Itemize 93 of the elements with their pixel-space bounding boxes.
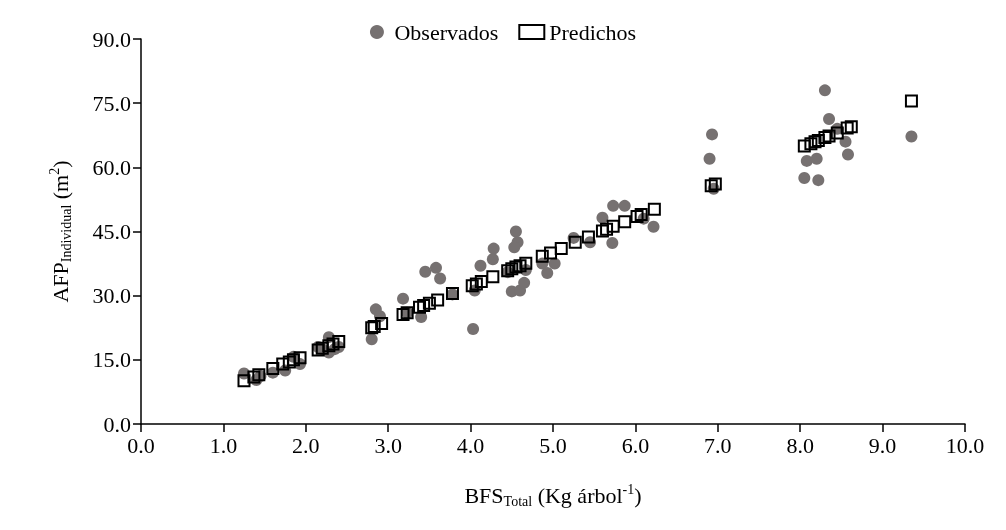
x-tick-label: 2.0	[292, 432, 320, 458]
point	[505, 262, 519, 276]
x-tick-label: 8.0	[786, 432, 814, 458]
point	[332, 334, 346, 348]
point	[397, 292, 410, 305]
point	[818, 130, 832, 144]
point	[800, 154, 813, 167]
point	[703, 152, 716, 165]
x-tick-label: 4.0	[456, 432, 485, 458]
legend-label: Predichos	[549, 19, 637, 45]
point	[486, 253, 499, 266]
point	[647, 202, 661, 216]
y-tick-label: 15.0	[92, 347, 131, 373]
x-tick-label: 10.0	[945, 432, 985, 458]
point	[554, 242, 568, 256]
y-tick-label: 30.0	[92, 283, 131, 309]
point	[618, 199, 631, 212]
point	[844, 120, 858, 134]
y-tick-label: 45.0	[92, 219, 131, 244]
y-tick-label: 60.0	[92, 154, 131, 180]
point	[417, 299, 431, 313]
point	[798, 172, 811, 185]
point	[413, 300, 427, 314]
x-tick-label: 5.0	[539, 432, 567, 458]
point	[311, 343, 325, 357]
point	[465, 279, 479, 293]
point	[434, 272, 447, 285]
x-tick-label: 9.0	[868, 432, 897, 458]
point	[286, 353, 300, 367]
point	[812, 174, 825, 187]
point	[840, 121, 854, 135]
point	[365, 333, 378, 346]
point	[600, 222, 614, 236]
point	[823, 113, 836, 125]
point	[430, 261, 442, 274]
point	[607, 199, 620, 212]
x-tick-label: 6.0	[621, 432, 650, 458]
point	[568, 235, 582, 249]
point	[237, 374, 251, 388]
point	[606, 219, 620, 233]
point	[375, 316, 389, 330]
point	[810, 152, 823, 165]
point	[630, 210, 644, 224]
point	[419, 265, 432, 278]
point	[474, 259, 487, 272]
point	[606, 237, 619, 250]
point	[467, 323, 480, 336]
y-tick-label: 75.0	[92, 90, 131, 116]
point	[818, 84, 831, 97]
point	[830, 126, 844, 140]
point	[595, 224, 609, 238]
point	[486, 270, 500, 284]
point	[266, 361, 280, 375]
point	[544, 246, 558, 260]
point	[509, 260, 523, 274]
point	[422, 296, 436, 310]
point	[535, 249, 549, 263]
point	[581, 230, 595, 244]
point	[634, 207, 648, 221]
point	[293, 351, 307, 365]
point	[513, 259, 527, 273]
point	[541, 267, 554, 279]
point	[276, 357, 290, 371]
point	[282, 355, 296, 369]
point	[804, 137, 818, 151]
legend-label: Observados	[394, 19, 499, 45]
point	[487, 242, 500, 255]
point	[708, 177, 722, 191]
x-tick-label: 1.0	[209, 432, 238, 458]
point	[509, 225, 522, 238]
point	[905, 130, 918, 143]
x-tick-label: 7.0	[704, 432, 732, 458]
x-tick-label: 3.0	[374, 432, 402, 458]
point	[474, 275, 488, 289]
point	[706, 128, 719, 141]
point	[822, 129, 836, 143]
y-tick-label: 90.0	[92, 26, 131, 52]
point	[596, 211, 609, 224]
point	[518, 276, 531, 289]
point	[647, 220, 660, 233]
y-axis-title: AFPIndividual (m2)	[46, 160, 74, 303]
point	[396, 307, 410, 321]
point	[322, 339, 336, 353]
point	[508, 241, 521, 254]
point	[797, 139, 811, 153]
point	[842, 148, 854, 161]
point	[326, 337, 340, 351]
point	[904, 94, 918, 108]
point	[431, 293, 445, 307]
point	[519, 256, 533, 270]
point	[469, 277, 483, 291]
point	[618, 215, 632, 229]
point	[548, 257, 561, 270]
